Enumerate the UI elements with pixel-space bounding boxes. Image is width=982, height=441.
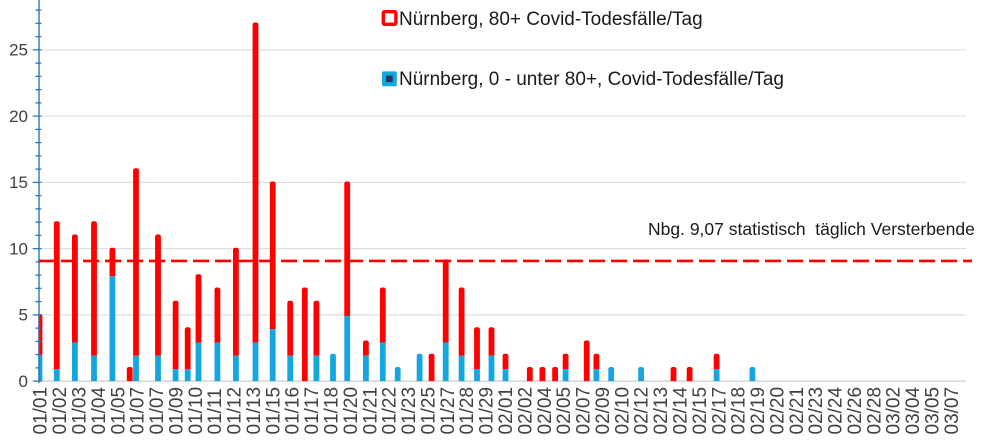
- svg-text:01/17: 01/17: [302, 387, 323, 435]
- svg-text:02/28: 02/28: [864, 387, 885, 435]
- svg-text:01/28: 01/28: [457, 387, 478, 435]
- svg-text:Nürnberg, 80+ Covid-Todesfälle: Nürnberg, 80+ Covid-Todesfälle/Tag: [399, 9, 703, 30]
- svg-text:01/02: 01/02: [50, 387, 71, 435]
- svg-text:01/15: 01/15: [263, 387, 284, 435]
- svg-text:25: 25: [9, 41, 28, 60]
- svg-text:Nürnberg, 0 - unter 80+, Covid: Nürnberg, 0 - unter 80+, Covid-Todesfäll…: [399, 69, 784, 90]
- svg-text:01/10: 01/10: [186, 387, 207, 435]
- svg-text:15: 15: [9, 173, 28, 192]
- svg-text:02/20: 02/20: [767, 387, 788, 435]
- svg-text:01/07: 01/07: [128, 387, 149, 435]
- svg-text:02/13: 02/13: [651, 387, 672, 435]
- svg-text:01/21: 01/21: [360, 387, 381, 435]
- svg-text:01/18: 01/18: [322, 387, 343, 435]
- svg-text:02/14: 02/14: [670, 387, 691, 435]
- svg-text:02/02: 02/02: [515, 387, 536, 435]
- svg-text:01/01: 01/01: [31, 387, 52, 435]
- svg-text:02/23: 02/23: [806, 387, 827, 435]
- svg-text:03/02: 03/02: [884, 387, 905, 435]
- svg-text:02/10: 02/10: [612, 387, 633, 435]
- svg-text:01/20: 01/20: [341, 387, 362, 435]
- svg-text:02/01: 02/01: [496, 387, 517, 435]
- svg-text:01/22: 01/22: [380, 387, 401, 435]
- svg-text:0: 0: [19, 372, 28, 391]
- svg-text:03/05: 03/05: [923, 387, 944, 435]
- svg-text:01/11: 01/11: [205, 388, 226, 434]
- svg-text:5: 5: [19, 306, 28, 325]
- svg-text:01/07: 01/07: [147, 387, 168, 435]
- svg-text:01/16: 01/16: [283, 387, 304, 435]
- svg-text:02/05: 02/05: [554, 387, 575, 435]
- svg-text:02/26: 02/26: [845, 387, 866, 435]
- svg-text:02/15: 02/15: [690, 387, 711, 435]
- svg-text:02/04: 02/04: [535, 387, 556, 435]
- svg-text:02/19: 02/19: [748, 387, 769, 435]
- svg-text:02/07: 02/07: [574, 387, 595, 435]
- svg-text:02/09: 02/09: [593, 387, 614, 435]
- svg-text:02/12: 02/12: [632, 387, 653, 435]
- svg-text:01/04: 01/04: [89, 387, 110, 435]
- svg-text:02/24: 02/24: [826, 387, 847, 435]
- svg-text:02/18: 02/18: [729, 387, 750, 435]
- svg-text:03/04: 03/04: [903, 387, 924, 435]
- svg-text:02/17: 02/17: [709, 387, 730, 435]
- svg-text:03/07: 03/07: [942, 387, 963, 435]
- svg-text:10: 10: [9, 239, 28, 258]
- svg-text:20: 20: [9, 107, 28, 126]
- svg-text:01/29: 01/29: [477, 387, 498, 435]
- svg-text:01/13: 01/13: [244, 387, 265, 435]
- svg-text:01/25: 01/25: [418, 387, 439, 435]
- svg-text:01/09: 01/09: [166, 387, 187, 435]
- svg-text:Nbg. 9,07 statistisch täglich: Nbg. 9,07 statistisch täglich Versterben…: [648, 219, 975, 239]
- svg-text:02/21: 02/21: [787, 387, 808, 435]
- svg-text:01/12: 01/12: [225, 387, 246, 435]
- svg-text:01/27: 01/27: [438, 387, 459, 435]
- svg-text:01/05: 01/05: [108, 387, 129, 435]
- svg-text:01/03: 01/03: [69, 387, 90, 435]
- svg-text:01/23: 01/23: [399, 387, 420, 435]
